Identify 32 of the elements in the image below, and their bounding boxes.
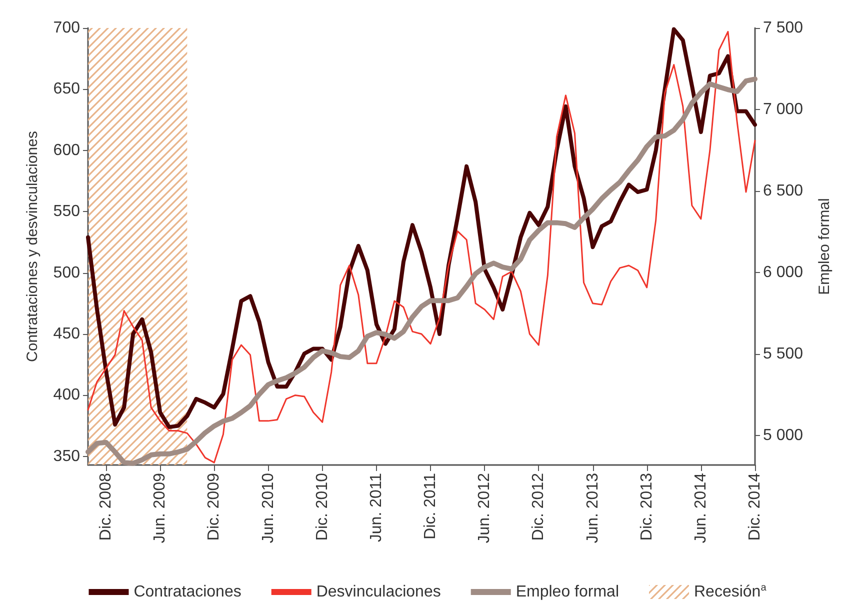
y-tick-label: 400	[53, 386, 80, 404]
y-tick-label: 700	[53, 20, 80, 36]
y-tick-label: 650	[53, 80, 80, 98]
x-tick-label: Jun. 2012	[476, 472, 494, 544]
legend-label: Desvinculaciones	[316, 584, 441, 600]
y-tick-label: 600	[53, 142, 80, 159]
y2-tick-label: 5 500	[763, 346, 804, 363]
legend-label: Contrataciones	[134, 584, 242, 600]
x-tick-label: Jun. 2010	[260, 472, 277, 544]
y-tick-label: 550	[53, 203, 80, 220]
y-axis-title: Contrataciones y desvinculaciones	[24, 131, 41, 362]
x-tick-label: Jun. 2014	[692, 472, 710, 544]
x-tick-label: Jun. 2011	[368, 472, 385, 542]
y2-tick-label: 5 000	[763, 427, 804, 444]
x-tick-label: Dic. 2014	[746, 472, 764, 541]
y2-tick-label: 6 500	[763, 182, 804, 200]
y2-tick-label: 7 500	[763, 20, 804, 36]
y2-tick-label: 7 000	[763, 101, 804, 118]
x-tick-label: Dic. 2008	[98, 472, 115, 541]
y2-axis-title: Empleo formal	[816, 198, 833, 295]
x-tick-label: Dic. 2012	[530, 472, 548, 541]
legend-label: Empleo formal	[516, 584, 620, 600]
x-tick-label: Dic. 2010	[314, 472, 331, 541]
x-tick-label: Dic. 2011	[422, 472, 440, 540]
x-tick-label: Dic. 2009	[206, 472, 223, 541]
y-tick-label: 500	[53, 264, 80, 282]
y-tick-label: 450	[53, 326, 80, 343]
y2-tick-label: 6 000	[763, 264, 804, 282]
x-tick-label: Dic. 2013	[638, 472, 656, 541]
x-tick-label: Jun. 2009	[152, 472, 169, 544]
x-tick-label: Jun. 2013	[584, 472, 602, 544]
y-tick-label: 350	[53, 448, 80, 465]
